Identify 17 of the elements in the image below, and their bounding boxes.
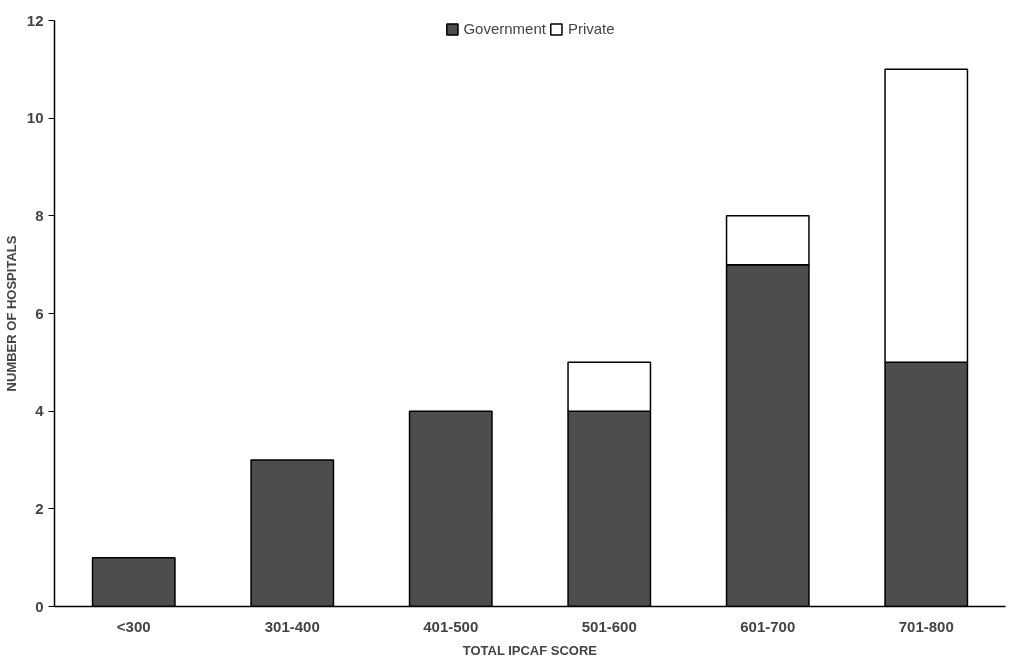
- x-tick-label: <300: [116, 617, 151, 635]
- x-axis-title: TOTAL IPCAF SCORE: [462, 642, 598, 658]
- x-tick-label: 601-700: [740, 617, 796, 635]
- y-tick-label: 2: [35, 499, 44, 517]
- x-tick-label: 401-500: [423, 617, 479, 635]
- x-tick-label: 301-400: [264, 617, 320, 635]
- y-tick-label: 8: [35, 206, 44, 224]
- y-axis-title: NUMBER OF HOSPITALS: [3, 235, 19, 392]
- x-tick-label: 501-600: [581, 617, 637, 635]
- legend-label: Government: [463, 20, 546, 37]
- legend-label: Private: [567, 20, 615, 37]
- x-tick-label: 701-800: [898, 617, 954, 635]
- y-tick-label: 4: [35, 402, 45, 420]
- y-tick-label: 0: [35, 597, 44, 615]
- y-tick-label: 6: [35, 304, 44, 322]
- y-tick-label: 12: [26, 11, 44, 29]
- y-tick-label: 10: [26, 109, 44, 127]
